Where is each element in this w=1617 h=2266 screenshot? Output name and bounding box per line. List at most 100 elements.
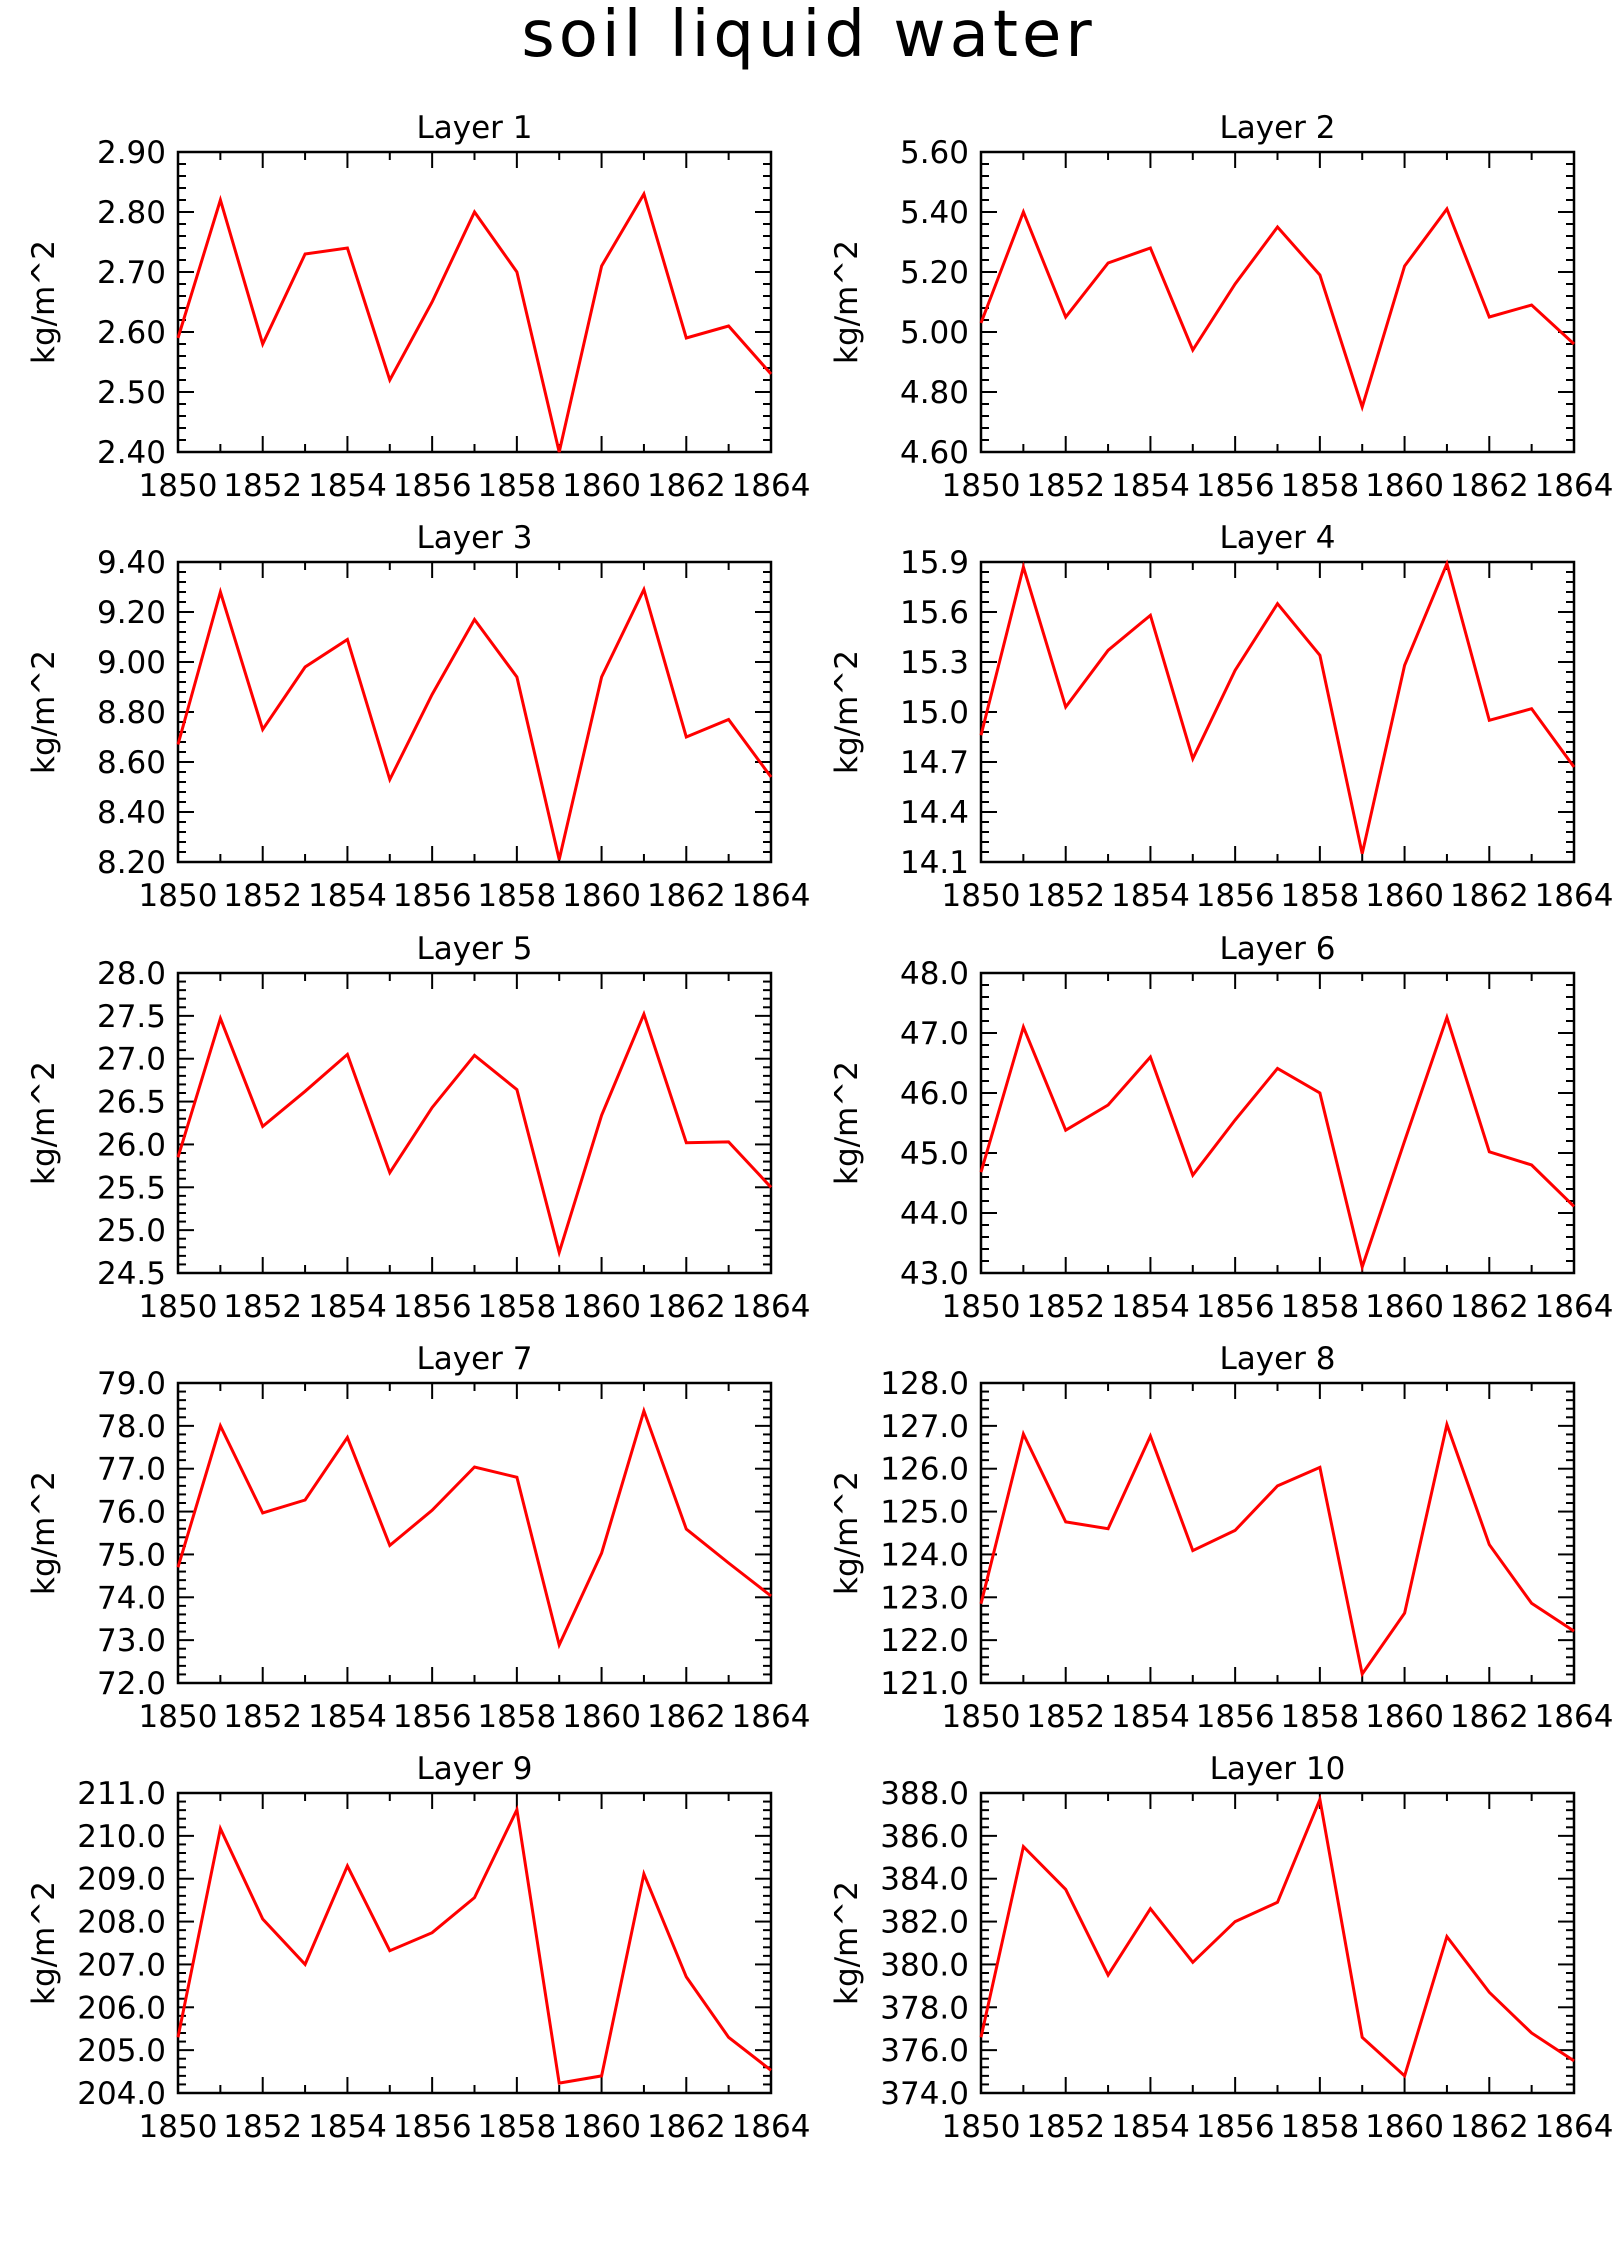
y-tick-label: 8.40 <box>97 795 166 831</box>
y-tick-label: 75.0 <box>97 1537 166 1573</box>
x-tick-label: 1862 <box>1450 878 1529 914</box>
x-tick-label: 1864 <box>732 2109 811 2145</box>
panel-title: Layer 10 <box>1210 1751 1346 1787</box>
panel-title: Layer 8 <box>1219 1341 1335 1377</box>
x-tick-label: 1854 <box>1111 1699 1190 1735</box>
y-tick-label: 14.7 <box>900 745 969 781</box>
y-tick-label: 5.40 <box>900 195 969 231</box>
y-tick-label: 46.0 <box>900 1076 969 1112</box>
y-tick-label: 8.20 <box>97 845 166 881</box>
x-tick-label: 1860 <box>1365 1289 1444 1325</box>
y-tick-label: 209.0 <box>77 1862 166 1898</box>
x-tick-label: 1854 <box>308 1699 387 1735</box>
x-tick-label: 1856 <box>393 878 472 914</box>
x-tick-label: 1852 <box>223 878 302 914</box>
y-tick-label: 28.0 <box>97 956 166 992</box>
y-tick-label: 76.0 <box>97 1495 166 1531</box>
y-tick-label: 204.0 <box>77 2076 166 2112</box>
y-tick-label: 25.5 <box>97 1170 166 1206</box>
y-tick-label: 2.70 <box>97 255 166 291</box>
y-tick-label: 72.0 <box>97 1666 166 1702</box>
x-tick-label: 1858 <box>477 878 556 914</box>
y-tick-label: 27.5 <box>97 999 166 1035</box>
y-tick-label: 79.0 <box>97 1366 166 1402</box>
y-tick-label: 15.0 <box>900 695 969 731</box>
y-tick-label: 124.0 <box>880 1537 969 1573</box>
y-tick-label: 125.0 <box>880 1495 969 1531</box>
y-axis-label: kg/m^2 <box>26 240 62 364</box>
x-tick-label: 1854 <box>1111 878 1190 914</box>
y-tick-label: 26.5 <box>97 1085 166 1121</box>
x-tick-label: 1860 <box>1365 468 1444 504</box>
y-tick-label: 5.00 <box>900 315 969 351</box>
y-tick-label: 4.80 <box>900 375 969 411</box>
x-tick-label: 1850 <box>139 468 218 504</box>
x-tick-label: 1852 <box>1026 2109 1105 2145</box>
x-tick-label: 1858 <box>1280 878 1359 914</box>
panel-title: Layer 6 <box>1219 931 1335 967</box>
y-tick-label: 2.40 <box>97 435 166 471</box>
x-tick-label: 1852 <box>1026 468 1105 504</box>
y-tick-label: 388.0 <box>880 1776 969 1812</box>
series-line <box>979 205 1576 413</box>
y-tick-label: 5.20 <box>900 255 969 291</box>
y-tick-label: 384.0 <box>880 1862 969 1898</box>
x-tick-label: 1864 <box>732 1699 811 1735</box>
x-tick-label: 1856 <box>393 2109 472 2145</box>
x-tick-label: 1860 <box>1365 1699 1444 1735</box>
y-tick-label: 9.00 <box>97 645 166 681</box>
y-tick-label: 208.0 <box>77 1905 166 1941</box>
x-tick-label: 1856 <box>1196 1289 1275 1325</box>
panel-title: Layer 9 <box>416 1751 532 1787</box>
y-tick-label: 386.0 <box>880 1819 969 1855</box>
x-tick-label: 1860 <box>562 1289 641 1325</box>
x-tick-label: 1862 <box>647 468 726 504</box>
y-tick-label: 14.4 <box>900 795 969 831</box>
x-tick-label: 1852 <box>223 1289 302 1325</box>
y-axis-label: kg/m^2 <box>829 1881 865 2005</box>
y-tick-label: 380.0 <box>880 1947 969 1983</box>
x-tick-label: 1854 <box>308 1289 387 1325</box>
x-tick-label: 1856 <box>1196 2109 1275 2145</box>
x-tick-label: 1864 <box>1535 2109 1614 2145</box>
x-tick-label: 1862 <box>647 1699 726 1735</box>
x-tick-label: 1862 <box>1450 468 1529 504</box>
x-tick-label: 1864 <box>732 468 811 504</box>
plot-frame <box>979 1791 1576 2095</box>
panel-title: Layer 4 <box>1219 520 1335 556</box>
panel-title: Layer 5 <box>416 931 532 967</box>
x-tick-label: 1858 <box>477 1699 556 1735</box>
x-tick-label: 1850 <box>942 1699 1021 1735</box>
x-tick-label: 1860 <box>562 468 641 504</box>
y-tick-label: 210.0 <box>77 1819 166 1855</box>
x-tick-label: 1862 <box>1450 1289 1529 1325</box>
plot-frame <box>979 971 1576 1275</box>
panel-title: Layer 3 <box>416 520 532 556</box>
x-tick-label: 1852 <box>223 468 302 504</box>
y-tick-label: 127.0 <box>880 1409 969 1445</box>
x-tick-label: 1850 <box>139 1699 218 1735</box>
y-axis-label: kg/m^2 <box>26 1061 62 1185</box>
series-line <box>176 1009 773 1258</box>
x-tick-label: 1850 <box>139 1289 218 1325</box>
y-tick-label: 77.0 <box>97 1452 166 1488</box>
x-tick-label: 1854 <box>308 878 387 914</box>
x-tick-label: 1856 <box>393 468 472 504</box>
y-tick-label: 8.60 <box>97 745 166 781</box>
series-line <box>176 190 773 453</box>
series-line <box>979 559 1576 855</box>
x-tick-label: 1850 <box>942 468 1021 504</box>
y-tick-label: 207.0 <box>77 1947 166 1983</box>
x-tick-label: 1850 <box>942 1289 1021 1325</box>
y-tick-label: 382.0 <box>880 1905 969 1941</box>
x-tick-label: 1862 <box>1450 2109 1529 2145</box>
y-tick-label: 15.3 <box>900 645 969 681</box>
